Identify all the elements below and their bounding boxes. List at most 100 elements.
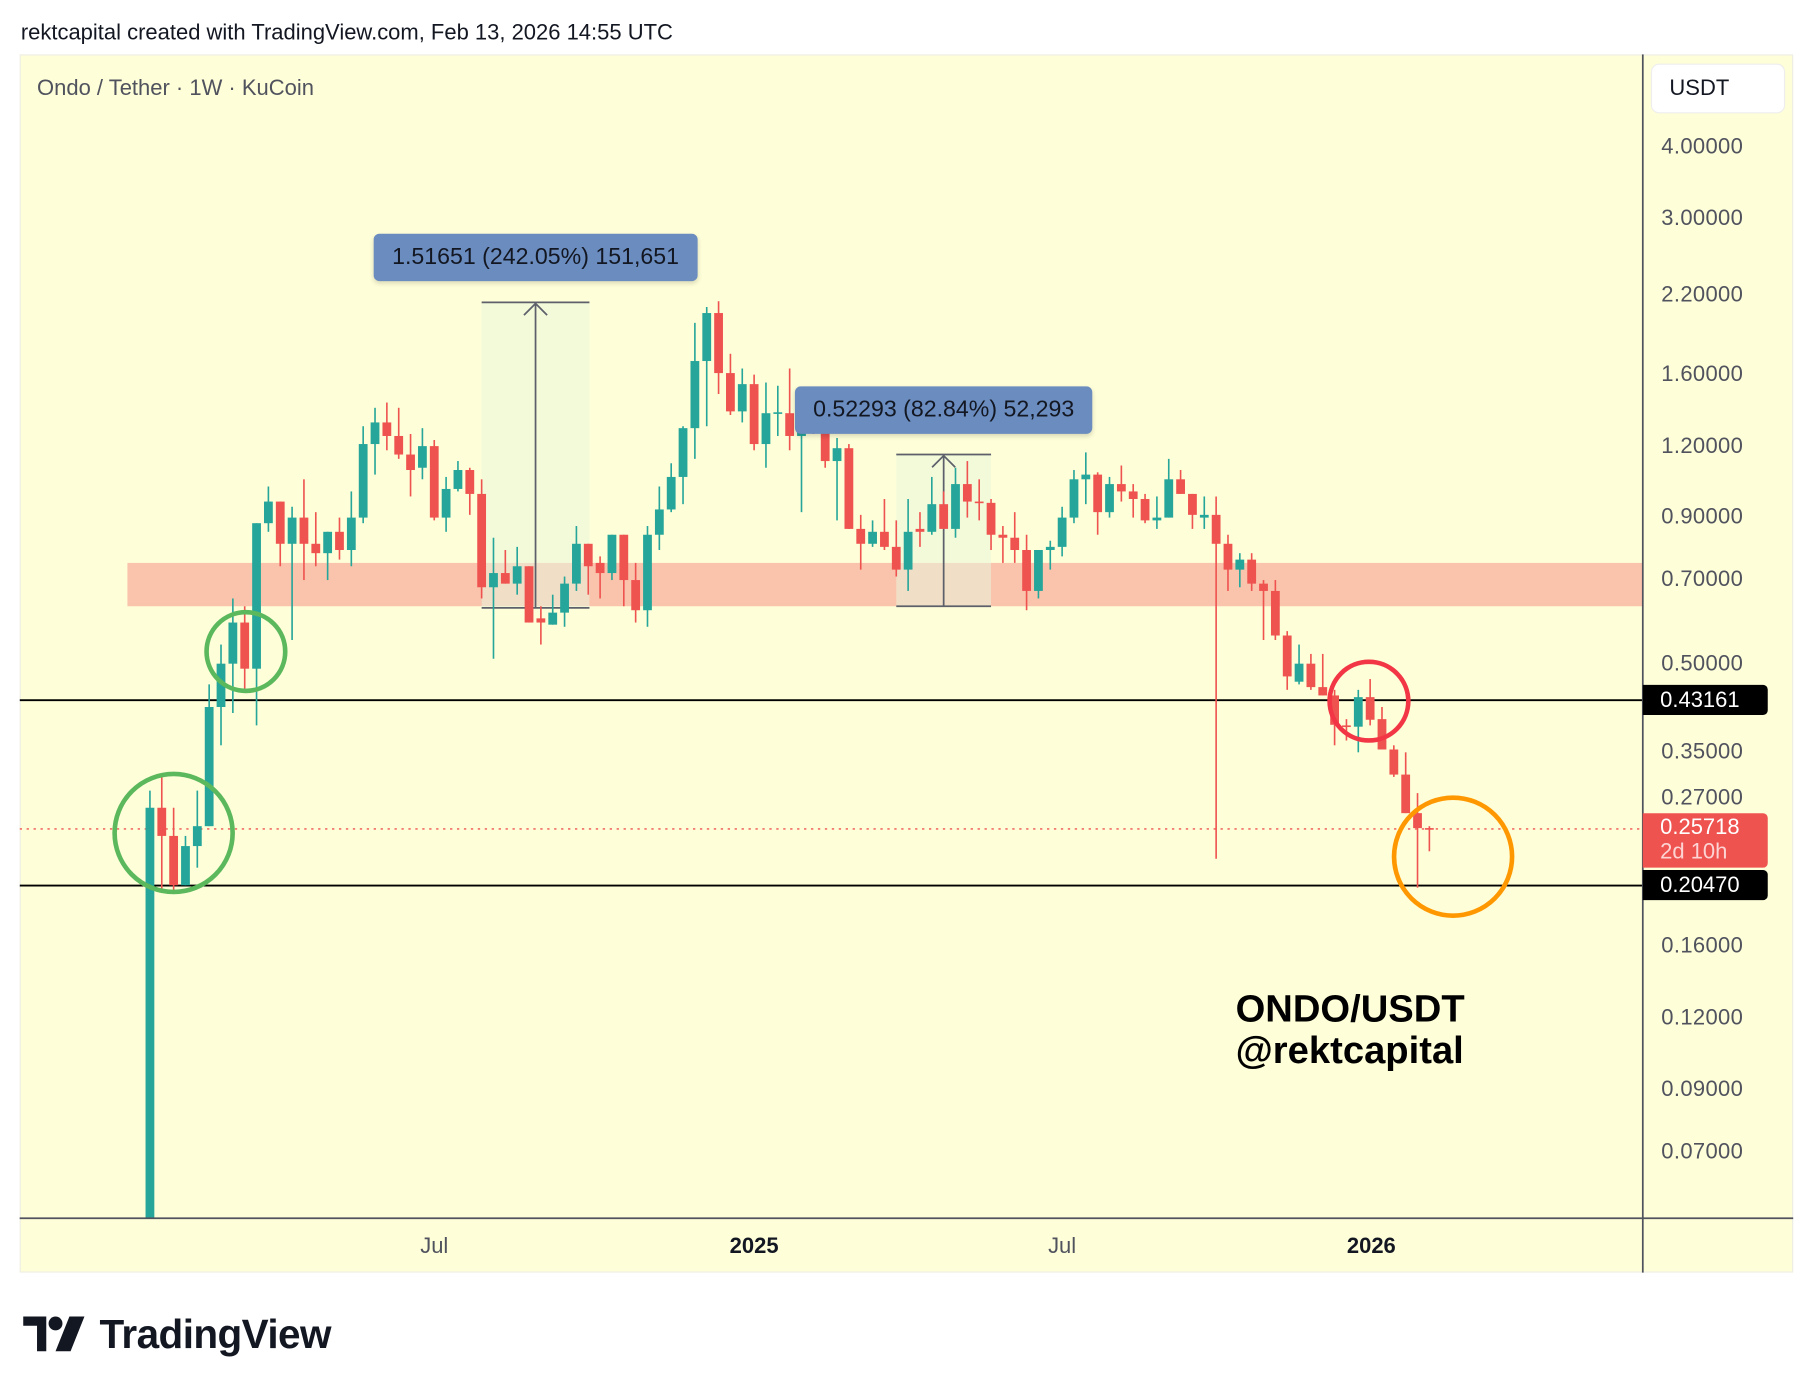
- candle: [335, 517, 344, 560]
- candle-body: [1152, 517, 1162, 521]
- candle-body: [169, 835, 179, 886]
- candle: [216, 644, 226, 746]
- candle: [524, 566, 534, 623]
- candle: [880, 498, 889, 551]
- candle: [1034, 550, 1043, 599]
- candle-body: [856, 528, 866, 544]
- candle-body: [323, 531, 333, 554]
- price-tick-label: 0.07000: [1661, 1140, 1744, 1165]
- candle-body: [489, 573, 498, 588]
- candle: [382, 402, 392, 451]
- candle: [927, 476, 937, 535]
- watermark-author: @rektcapital: [1235, 1028, 1464, 1072]
- candle-body: [1424, 828, 1434, 830]
- annotation-circle: [204, 609, 288, 694]
- candle: [358, 426, 368, 524]
- candle-body: [192, 826, 202, 847]
- candle: [1424, 826, 1434, 852]
- candle-body: [1164, 479, 1174, 518]
- price-tick-label: 0.50000: [1661, 651, 1744, 676]
- currency-button[interactable]: USDT: [1650, 63, 1786, 114]
- candle: [714, 301, 723, 395]
- candle-body: [536, 618, 546, 623]
- attribution-text: rektcapital created with TradingView.com…: [20, 20, 673, 46]
- candle: [145, 790, 155, 1219]
- candle-body: [714, 313, 723, 374]
- candle-body: [1223, 543, 1233, 570]
- arrow-up-icon: [931, 454, 956, 468]
- candle: [406, 433, 415, 497]
- candle: [1223, 534, 1233, 591]
- candle: [1294, 644, 1304, 685]
- candle-body: [157, 807, 167, 836]
- candle-body: [441, 488, 451, 518]
- candle-body: [335, 531, 344, 551]
- candle-body: [726, 373, 735, 412]
- candle: [157, 774, 167, 892]
- candle-body: [145, 807, 155, 1219]
- price-tick-label: 0.27000: [1661, 786, 1744, 811]
- candle-body: [311, 543, 321, 554]
- candle-body: [275, 501, 285, 544]
- candle-body: [1365, 697, 1375, 720]
- candle-body: [560, 583, 569, 613]
- candle: [1022, 534, 1031, 611]
- symbol-legend[interactable]: Ondo / Tether · 1W · KuCoin: [37, 76, 314, 101]
- candle-body: [962, 484, 972, 502]
- candle: [1306, 653, 1316, 690]
- candle: [240, 606, 250, 690]
- candle: [785, 368, 795, 451]
- candle-body: [1353, 697, 1363, 727]
- candle: [678, 426, 688, 505]
- candle-body: [1045, 546, 1055, 551]
- candle-body: [346, 517, 356, 551]
- candle-body: [868, 531, 877, 544]
- candle: [1211, 496, 1221, 859]
- candle: [595, 556, 605, 599]
- candle: [560, 576, 569, 627]
- candle-body: [737, 384, 747, 412]
- candle: [1093, 472, 1103, 535]
- annotation-circle: [1327, 659, 1411, 743]
- candle-body: [1010, 537, 1020, 551]
- candle-body: [643, 534, 652, 611]
- candle-body: [880, 531, 889, 547]
- candle: [631, 562, 641, 623]
- candle-body: [749, 384, 759, 445]
- tradingview-logo-icon: [23, 1316, 85, 1352]
- candle: [477, 479, 487, 599]
- candle: [619, 534, 629, 607]
- candle-body: [607, 534, 617, 574]
- level-label-0.43161: 0.43161: [1642, 685, 1768, 716]
- watermark-pair: ONDO/USDT: [1235, 986, 1465, 1030]
- candle-body: [1330, 695, 1339, 725]
- price-tick-label: 0.09000: [1661, 1077, 1744, 1102]
- candle: [986, 498, 996, 551]
- candle-body: [690, 361, 700, 429]
- candle-body: [773, 412, 783, 414]
- annotation-circle: [112, 771, 235, 895]
- candle: [1176, 470, 1185, 494]
- time-tick-label: 2026: [1346, 1234, 1396, 1259]
- candle: [1365, 679, 1375, 726]
- candle: [228, 598, 238, 713]
- candle-body: [666, 476, 676, 510]
- tradingview-logo[interactable]: TradingView: [23, 1312, 331, 1358]
- candle-body: [1211, 514, 1221, 544]
- price-tick-label: 0.70000: [1661, 567, 1744, 593]
- chart-frame: [19, 54, 1794, 1273]
- candle-body: [761, 413, 771, 445]
- candle: [951, 467, 960, 538]
- candle: [512, 546, 522, 595]
- candle-body: [465, 470, 475, 494]
- candle-body: [1377, 719, 1387, 750]
- candle: [1247, 553, 1257, 591]
- candle: [891, 520, 901, 577]
- candle: [299, 479, 309, 581]
- candle: [169, 807, 179, 892]
- candle-body: [287, 517, 297, 544]
- candle: [346, 491, 356, 567]
- candle: [252, 523, 261, 726]
- candle: [192, 790, 202, 868]
